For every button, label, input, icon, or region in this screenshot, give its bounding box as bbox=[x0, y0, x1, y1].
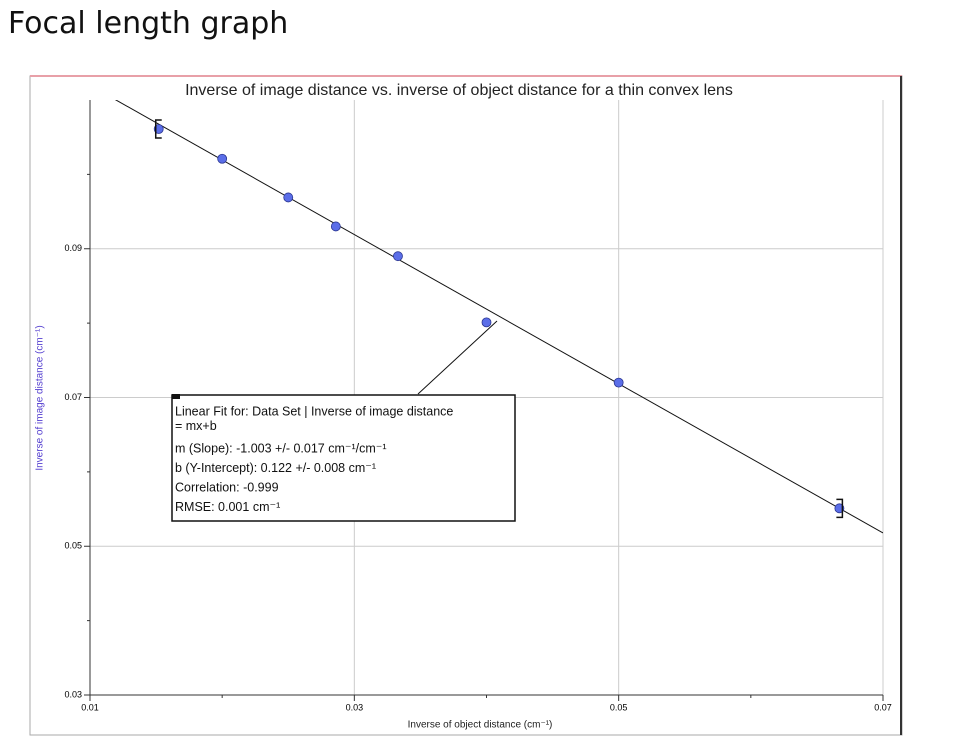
x-axis-label: Inverse of object distance (cm⁻¹) bbox=[408, 720, 553, 731]
y-tick-label: 0.09 bbox=[64, 243, 82, 253]
x-tick-label: 0.01 bbox=[81, 702, 99, 712]
range-bracket bbox=[154, 119, 162, 139]
data-point bbox=[217, 153, 228, 164]
data-point bbox=[393, 251, 403, 262]
data-point bbox=[481, 317, 492, 328]
page-title: Focal length graph bbox=[8, 6, 289, 41]
range-bracket bbox=[836, 498, 844, 519]
data-point bbox=[330, 221, 341, 232]
annotation-box bbox=[171, 394, 516, 522]
annotation-handle bbox=[172, 394, 180, 399]
annotation-text: Linear Fit for: Data Set | Inverse of im… bbox=[175, 404, 453, 418]
annotation-text: = mx+b bbox=[175, 419, 217, 433]
data-point bbox=[283, 192, 294, 203]
y-tick-label: 0.05 bbox=[64, 541, 82, 551]
annotation-text: Correlation: -0.999 bbox=[175, 480, 279, 494]
x-tick-label: 0.03 bbox=[346, 702, 364, 712]
y-tick-label: 0.07 bbox=[64, 392, 82, 402]
annotation-text: b (Y-Intercept): 0.122 +/- 0.008 cm⁻¹ bbox=[175, 461, 376, 475]
x-tick-label: 0.05 bbox=[610, 702, 628, 712]
x-tick-label: 0.07 bbox=[874, 702, 892, 712]
chart-title: Inverse of image distance vs. inverse of… bbox=[185, 82, 733, 99]
data-point bbox=[613, 377, 624, 388]
annotation-text: m (Slope): -1.003 +/- 0.017 cm⁻¹/cm⁻¹ bbox=[175, 441, 387, 455]
y-axis-label: Inverse of image distance (cm⁻¹) bbox=[35, 325, 46, 470]
annotation-text: RMSE: 0.001 cm⁻¹ bbox=[175, 500, 280, 514]
y-tick-label: 0.03 bbox=[64, 689, 82, 699]
leader-line bbox=[417, 320, 498, 395]
